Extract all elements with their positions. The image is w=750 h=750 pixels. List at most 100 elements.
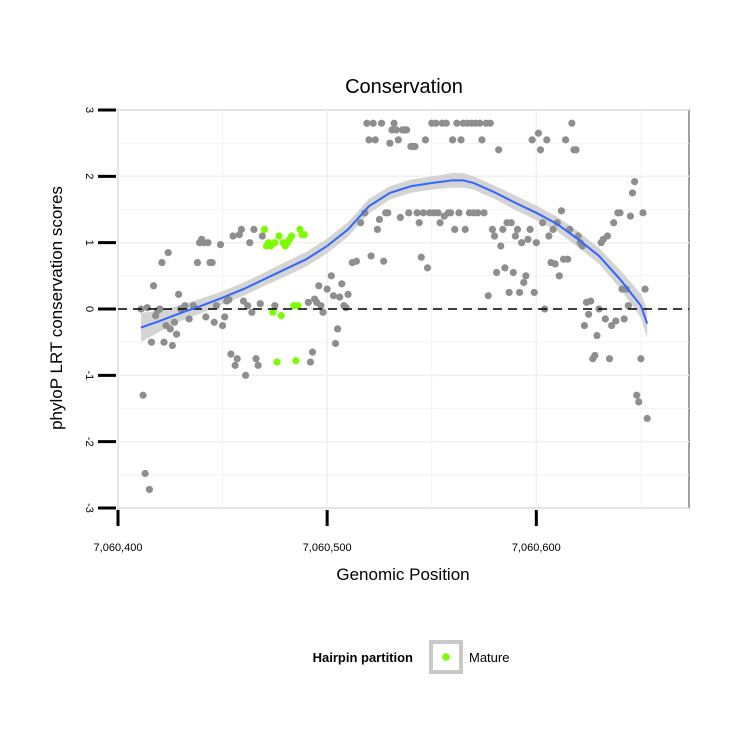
data-point-other xyxy=(457,136,465,144)
data-point-other xyxy=(181,302,189,310)
data-point-other xyxy=(453,119,461,127)
chart-title: Conservation xyxy=(345,76,463,98)
data-point-other xyxy=(545,232,553,240)
data-point-other xyxy=(486,119,494,127)
data-point-other xyxy=(317,302,325,310)
data-point-other xyxy=(536,146,545,154)
data-point-other xyxy=(149,282,158,290)
x-tick-label: 7,060,400 xyxy=(94,542,143,554)
data-point-other xyxy=(361,209,369,217)
data-point-other xyxy=(256,300,264,308)
data-point-other xyxy=(513,225,522,233)
data-point-other xyxy=(254,361,262,369)
data-point-other xyxy=(386,139,394,147)
legend-key-mature-dot xyxy=(442,653,450,661)
data-point-other xyxy=(557,207,566,215)
data-point-other xyxy=(369,119,377,127)
data-point-other xyxy=(147,338,156,346)
plot-panel xyxy=(117,109,690,509)
data-point-other xyxy=(156,305,164,313)
legend-title: Hairpin partition xyxy=(313,650,413,665)
legend: Hairpin partition Mature xyxy=(313,640,509,674)
data-point-other xyxy=(338,280,346,288)
data-point-other xyxy=(543,136,551,144)
data-point-mature xyxy=(294,302,302,310)
data-point-other xyxy=(357,219,365,227)
data-point-mature xyxy=(275,232,283,240)
y-tick-label: -1 xyxy=(83,370,95,380)
data-point-other xyxy=(624,302,632,310)
data-point-other xyxy=(175,290,183,299)
data-point-other xyxy=(367,252,375,260)
data-point-other xyxy=(193,258,202,267)
data-point-other xyxy=(451,225,459,233)
data-point-other xyxy=(524,235,532,243)
data-point-other xyxy=(365,136,373,144)
data-point-other xyxy=(616,209,624,217)
data-point-other xyxy=(495,146,503,154)
data-point-other xyxy=(532,239,540,247)
data-point-other xyxy=(185,315,193,323)
data-point-other xyxy=(417,253,425,261)
x-tick-label: 7,060,600 xyxy=(512,542,561,554)
data-point-other xyxy=(639,209,647,217)
data-point-other xyxy=(534,129,543,137)
data-point-other xyxy=(608,321,616,330)
data-point-other xyxy=(380,257,388,265)
data-point-other xyxy=(392,126,400,134)
data-point-mature xyxy=(269,308,277,316)
y-tick-label: 0 xyxy=(83,306,95,312)
data-point-other xyxy=(331,339,340,348)
data-point-other xyxy=(352,257,361,265)
data-point-other xyxy=(221,313,229,321)
data-point-other xyxy=(145,485,153,494)
data-point-other xyxy=(371,136,379,144)
data-point-other xyxy=(530,288,538,297)
data-point-other xyxy=(610,219,618,227)
data-point-other xyxy=(363,119,371,127)
y-tick-label: -3 xyxy=(83,503,95,513)
data-point-other xyxy=(403,126,411,134)
x-axis-title: Genomic Position xyxy=(336,565,469,584)
data-point-other xyxy=(528,136,536,144)
data-point-other xyxy=(208,258,216,267)
data-point-other xyxy=(605,355,614,363)
series-other xyxy=(137,119,651,494)
data-point-other xyxy=(490,232,499,240)
data-point-other xyxy=(271,302,279,310)
data-point-other xyxy=(620,315,628,323)
data-point-other xyxy=(384,209,392,217)
data-point-other xyxy=(626,212,635,220)
y-tick-label: 3 xyxy=(83,107,95,113)
data-point-other xyxy=(225,296,233,304)
data-point-other xyxy=(637,355,645,363)
data-point-other xyxy=(244,302,252,310)
data-point-mature xyxy=(300,231,308,239)
data-point-other xyxy=(585,310,593,318)
data-point-other xyxy=(216,241,225,249)
data-point-other xyxy=(538,219,547,227)
data-point-other xyxy=(580,321,589,330)
data-point-mature xyxy=(273,358,281,366)
data-point-other xyxy=(373,225,381,233)
data-point-mature xyxy=(260,225,269,233)
data-point-other xyxy=(522,272,530,280)
data-point-other xyxy=(233,355,241,363)
data-point-other xyxy=(396,213,404,222)
data-point-other xyxy=(432,119,440,127)
data-point-other xyxy=(252,355,260,363)
data-point-other xyxy=(336,293,344,301)
data-point-other xyxy=(488,225,496,233)
data-point-other xyxy=(319,308,327,316)
data-point-other xyxy=(258,232,266,240)
y-axis: -3 -2 -1 0 1 2 3 xyxy=(83,107,116,513)
data-point-other xyxy=(342,304,350,312)
data-point-other xyxy=(212,302,220,310)
y-tick-label: -2 xyxy=(83,437,95,447)
data-point-other xyxy=(164,249,172,257)
data-point-other xyxy=(526,225,534,233)
x-tick-label: 7,060,500 xyxy=(303,542,352,554)
data-point-other xyxy=(474,209,482,217)
data-point-other xyxy=(172,330,181,338)
